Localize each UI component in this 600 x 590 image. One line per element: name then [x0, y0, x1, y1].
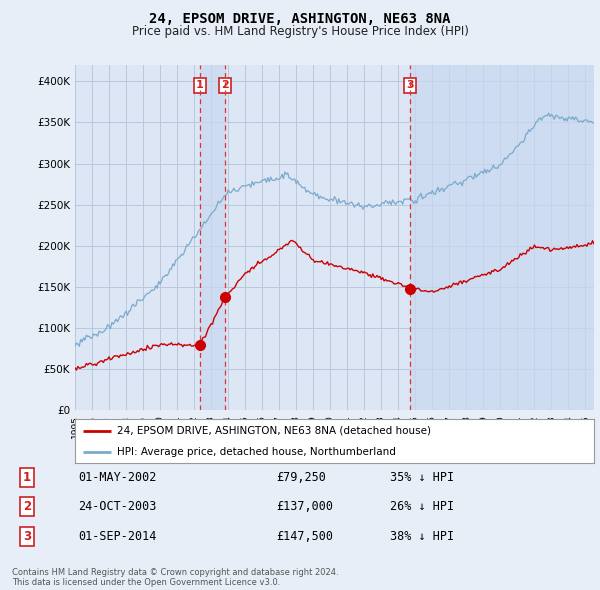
Text: 01-SEP-2014: 01-SEP-2014 — [78, 530, 157, 543]
Text: 35% ↓ HPI: 35% ↓ HPI — [390, 471, 454, 484]
Text: Price paid vs. HM Land Registry's House Price Index (HPI): Price paid vs. HM Land Registry's House … — [131, 25, 469, 38]
Text: 1: 1 — [23, 471, 31, 484]
Text: 24-OCT-2003: 24-OCT-2003 — [78, 500, 157, 513]
Bar — [410, 65, 594, 410]
Text: 01-MAY-2002: 01-MAY-2002 — [78, 471, 157, 484]
Text: £79,250: £79,250 — [276, 471, 326, 484]
Text: 24, EPSOM DRIVE, ASHINGTON, NE63 8NA (detached house): 24, EPSOM DRIVE, ASHINGTON, NE63 8NA (de… — [116, 426, 431, 436]
Text: 3: 3 — [406, 80, 413, 90]
Text: 3: 3 — [23, 530, 31, 543]
Bar — [200, 65, 225, 410]
Text: £137,000: £137,000 — [276, 500, 333, 513]
Text: 38% ↓ HPI: 38% ↓ HPI — [390, 530, 454, 543]
Text: £147,500: £147,500 — [276, 530, 333, 543]
Text: HPI: Average price, detached house, Northumberland: HPI: Average price, detached house, Nort… — [116, 447, 395, 457]
Text: Contains HM Land Registry data © Crown copyright and database right 2024.
This d: Contains HM Land Registry data © Crown c… — [12, 568, 338, 587]
Text: 2: 2 — [23, 500, 31, 513]
Text: 26% ↓ HPI: 26% ↓ HPI — [390, 500, 454, 513]
Text: 1: 1 — [196, 80, 203, 90]
Text: 24, EPSOM DRIVE, ASHINGTON, NE63 8NA: 24, EPSOM DRIVE, ASHINGTON, NE63 8NA — [149, 12, 451, 26]
Text: 2: 2 — [221, 80, 229, 90]
